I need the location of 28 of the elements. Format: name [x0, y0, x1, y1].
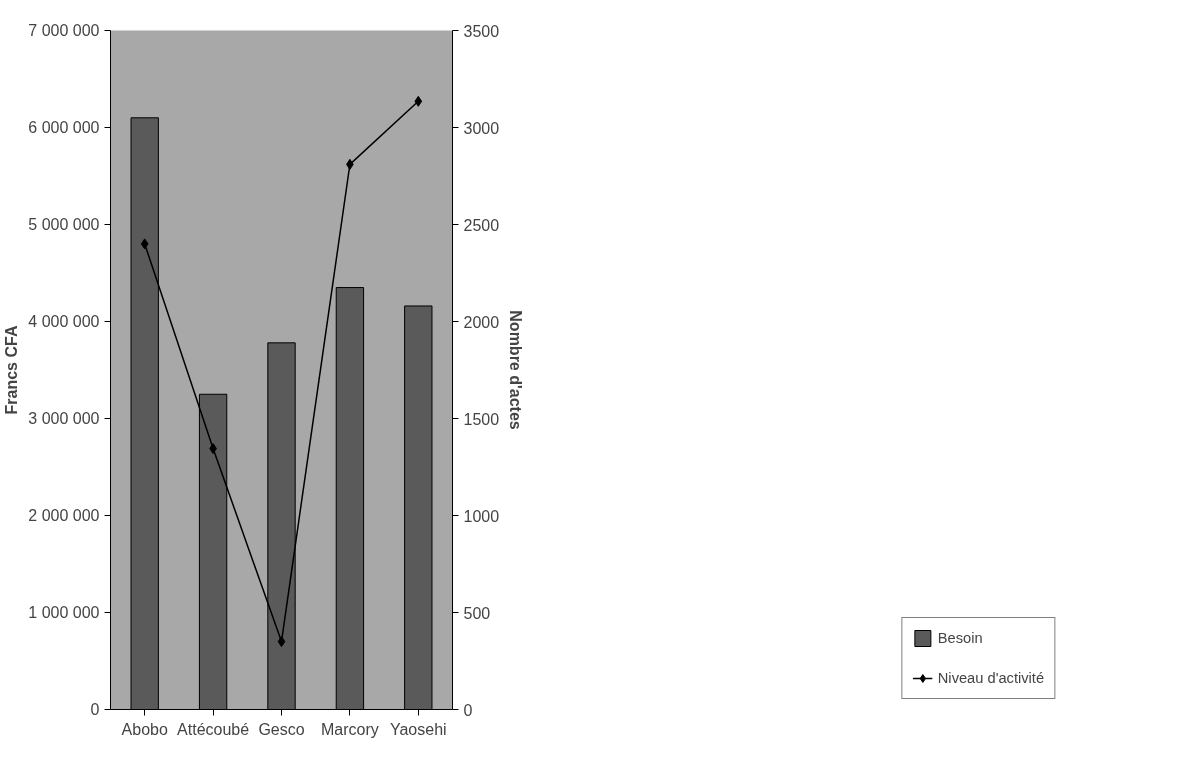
y-tick-label: 2 000 000	[28, 507, 100, 524]
y2-tick-label: 0	[463, 701, 473, 719]
point	[277, 636, 286, 648]
y2-tick-label: 2500	[463, 216, 500, 234]
y2-tick-label: 1000	[463, 507, 500, 525]
x-tick-label: Marcory	[321, 720, 379, 738]
y-tick-label: 0	[90, 701, 100, 718]
y-tick-label: 6 000 000	[28, 119, 100, 136]
y2-tick-label: 3000	[463, 119, 500, 137]
y2-tick-label: 3500	[463, 22, 500, 40]
point	[414, 95, 423, 107]
y-tick-label: 7 000 000	[28, 22, 100, 39]
y2-axis-title: Nombre d'actes	[507, 310, 525, 430]
x-tick-label: Yaosehi	[389, 720, 447, 738]
y-tick-label: 4 000 000	[28, 313, 100, 330]
x-tick-label: Abobo	[121, 720, 168, 738]
point	[140, 238, 149, 250]
legend-label: Besoin	[937, 630, 983, 646]
y2-tick-label: 1500	[463, 410, 500, 428]
y-tick-label: 5 000 000	[28, 216, 100, 233]
y2-tick-label: 2000	[463, 313, 500, 331]
x-tick-label: Attécoubé	[177, 720, 250, 738]
y-tick-label: 3 000 000	[28, 410, 100, 427]
x-tick-label: Gesco	[258, 720, 305, 738]
y2-tick-label: 500	[463, 604, 491, 622]
y-tick-label: 1 000 000	[28, 604, 100, 621]
y-axis-title: Francs CFA	[3, 325, 21, 415]
legend-label: Niveau d'activité	[937, 670, 1045, 686]
